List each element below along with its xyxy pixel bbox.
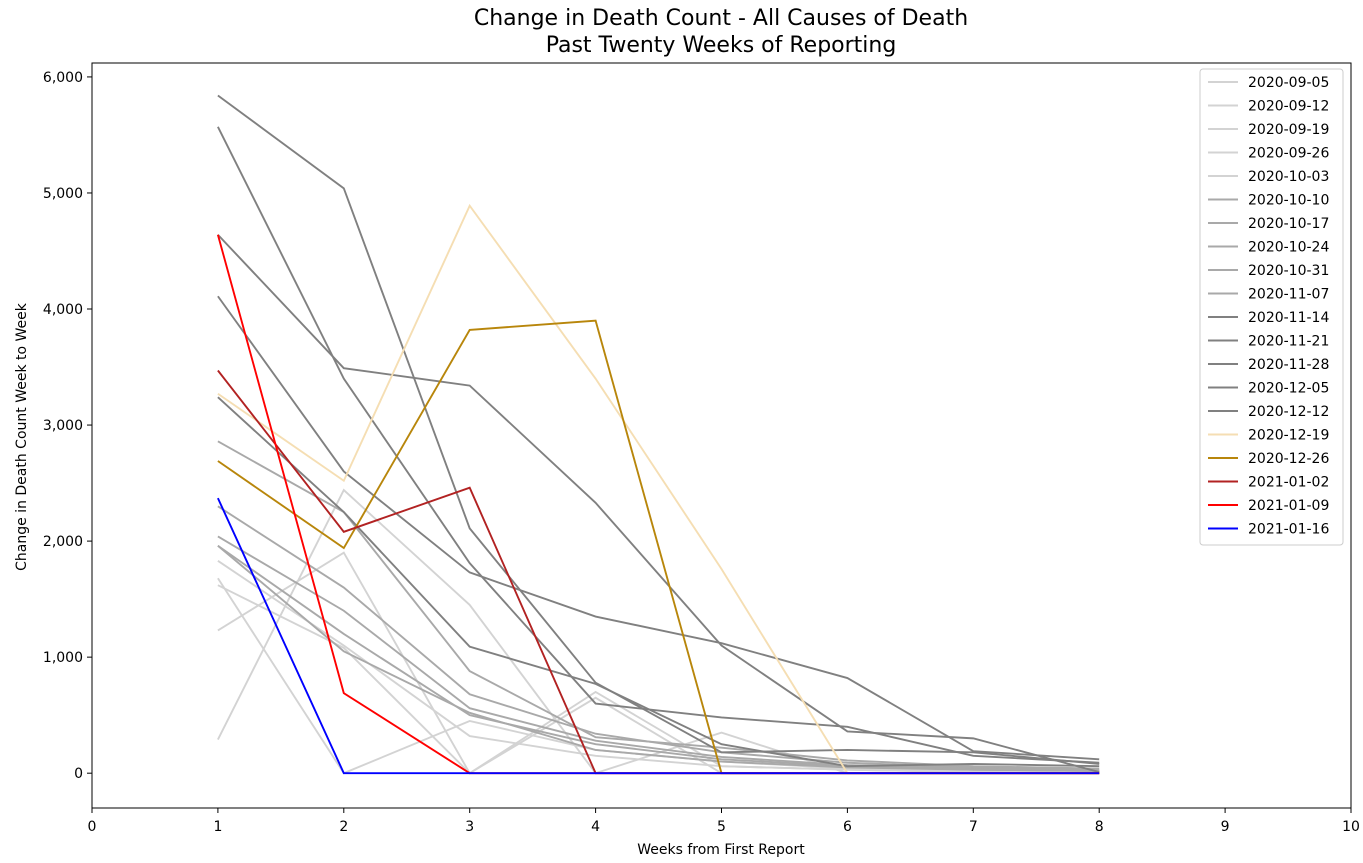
legend-label: 2020-09-12	[1248, 99, 1329, 115]
x-tick-label: 5	[717, 819, 726, 835]
legend-label: 2021-01-09	[1248, 498, 1329, 514]
y-tick-label: 0	[74, 766, 83, 782]
legend-label: 2020-11-07	[1248, 287, 1329, 303]
x-tick-label: 8	[1095, 819, 1104, 835]
series-line-2020-10-31	[217, 440, 1100, 770]
y-tick-label: 2,000	[43, 534, 83, 550]
series-line-2020-12-19	[217, 203, 1100, 775]
plot-frame	[91, 62, 1352, 809]
x-tick-label: 6	[843, 819, 852, 835]
legend-label: 2020-11-21	[1248, 334, 1329, 350]
series-line-2021-01-16	[217, 497, 1100, 775]
legend-label: 2021-01-16	[1248, 522, 1329, 538]
x-tick-label: 9	[1221, 819, 1230, 835]
legend-label: 2020-12-12	[1248, 404, 1329, 420]
x-tick-label: 0	[88, 819, 97, 835]
series-line-2020-12-05	[217, 126, 1100, 764]
series-line-2020-11-07	[217, 545, 1100, 772]
y-axis: 0 1,000 2,000 3,000 4,000 5,000 6,000	[43, 70, 92, 782]
plot-area	[91, 62, 1352, 809]
legend-box	[1199, 68, 1344, 546]
y-axis-label: Change in Death Count Week to Week	[14, 302, 30, 571]
x-axis: 0 1 2 3 4 5 6 7 8 9 10	[88, 808, 1360, 835]
series-line-2021-01-09	[216, 234, 1100, 775]
legend-label: 2020-09-26	[1248, 146, 1329, 162]
series-line-2020-10-03	[217, 551, 1100, 775]
x-tick-label: 3	[465, 819, 474, 835]
x-tick-label: 2	[339, 819, 348, 835]
y-tick-label: 4,000	[43, 302, 83, 318]
series-line-2020-11-14	[217, 396, 1100, 768]
x-tick-label: 10	[1342, 819, 1360, 835]
series-line-2020-11-21	[217, 295, 1100, 761]
y-tick-label: 6,000	[43, 70, 83, 86]
legend-label: 2020-12-26	[1248, 451, 1329, 467]
series-line-2020-09-12	[217, 584, 1100, 775]
y-tick-label: 5,000	[43, 186, 83, 202]
x-axis-label: Weeks from First Report	[637, 842, 805, 858]
legend-label: 2020-10-24	[1248, 240, 1329, 256]
chart-title: Change in Death Count - All Causes of De…	[474, 6, 968, 31]
x-tick-label: 4	[591, 819, 600, 835]
series-line-2020-09-05	[217, 488, 1100, 775]
legend-label: 2020-11-28	[1248, 357, 1329, 373]
chart-subtitle: Past Twenty Weeks of Reporting	[546, 33, 897, 58]
y-tick-label: 1,000	[43, 650, 83, 666]
legend-label: 2020-10-10	[1248, 193, 1329, 209]
series-line-2021-01-02	[217, 369, 1100, 775]
series-line-2020-10-17	[217, 535, 1100, 772]
legend-label: 2020-10-03	[1248, 169, 1329, 185]
legend-label: 2020-11-14	[1248, 310, 1329, 326]
series-line-2020-12-12	[217, 94, 1100, 765]
legend-label: 2020-09-19	[1248, 122, 1329, 138]
legend-label: 2021-01-02	[1248, 475, 1329, 491]
legend-label: 2020-10-17	[1248, 216, 1329, 232]
legend-label: 2020-12-19	[1248, 428, 1329, 444]
legend: 2020-09-05 2020-09-12 2020-09-19 2020-09-26…	[1199, 68, 1344, 546]
legend-label: 2020-09-05	[1248, 75, 1329, 91]
y-tick-label: 3,000	[43, 418, 83, 434]
legend-label: 2020-10-31	[1248, 263, 1329, 279]
x-tick-label: 1	[213, 819, 222, 835]
x-tick-label: 7	[969, 819, 978, 835]
legend-label: 2020-12-05	[1248, 381, 1329, 397]
series-line-2020-11-28	[217, 234, 1100, 773]
series-lines	[216, 94, 1100, 775]
